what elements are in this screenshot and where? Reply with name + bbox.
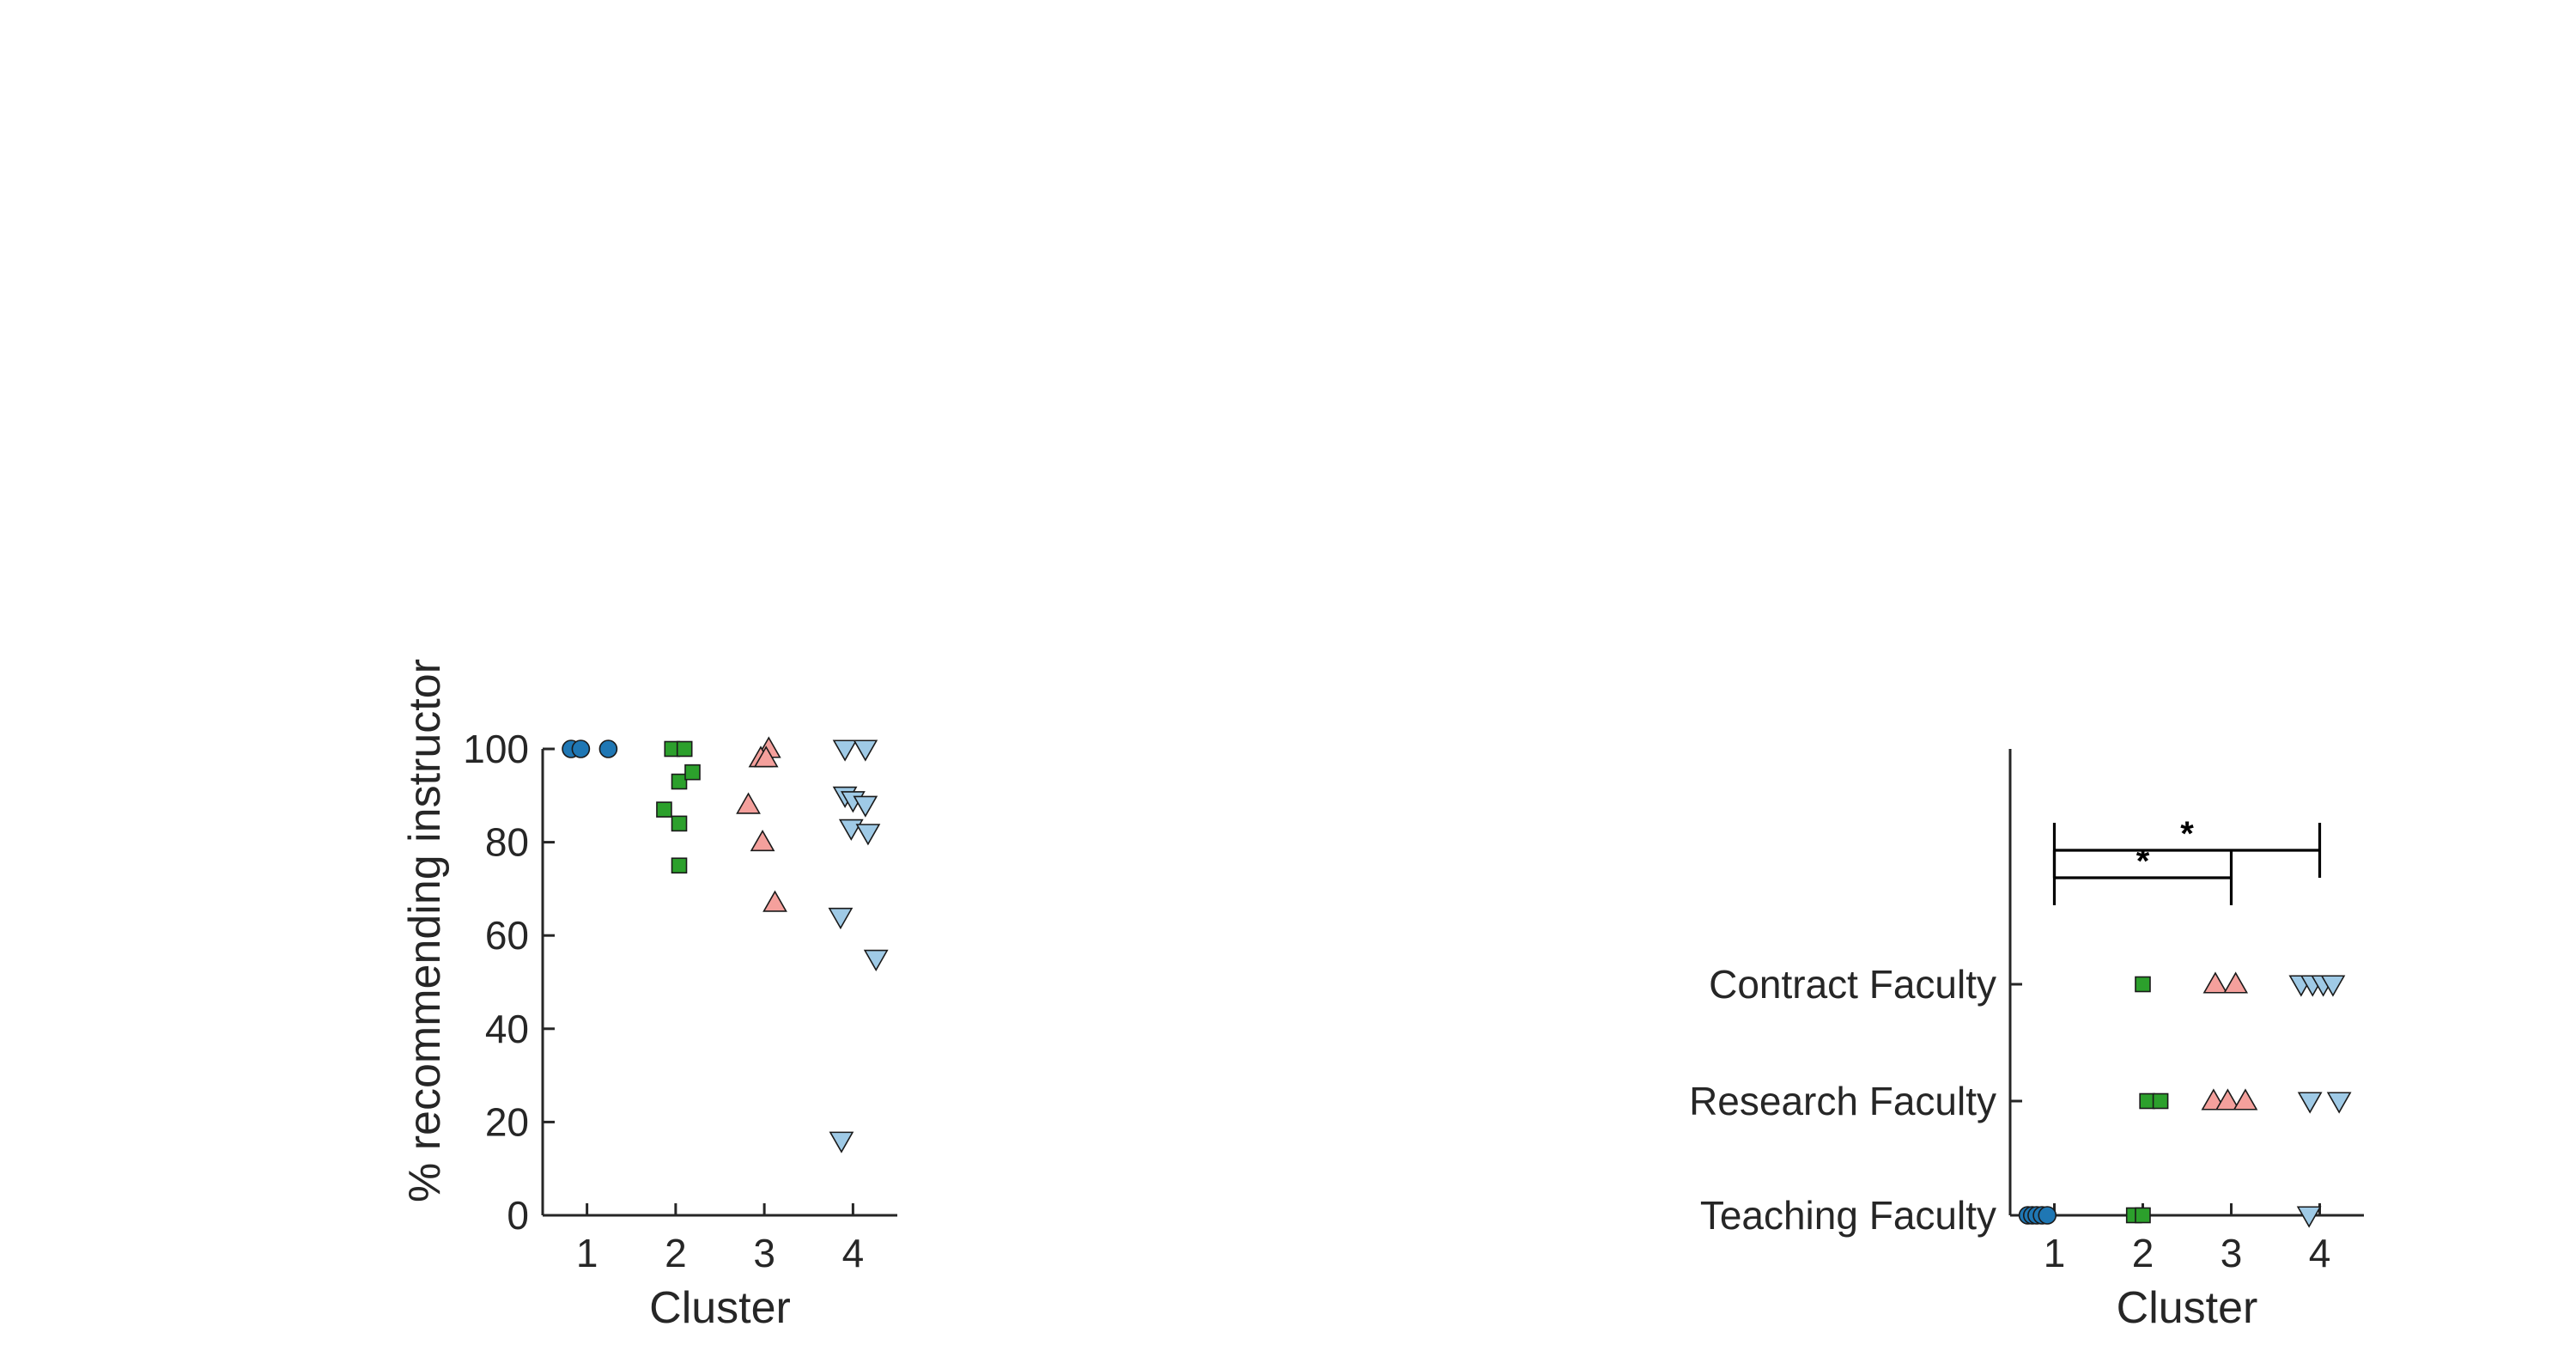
significance-star: * [2136, 843, 2150, 880]
left-y-tick-label: 20 [485, 1099, 529, 1144]
significance-bracket: * [2052, 815, 2322, 878]
left-point-cluster-2 [671, 815, 688, 832]
left-x-tick-label: 2 [665, 1231, 687, 1275]
left-y-tick-label: 80 [485, 820, 529, 865]
right-x-tick-label: 2 [2132, 1231, 2154, 1275]
left-y-tick-label: 100 [463, 727, 529, 771]
left-y-axis-title: % recommending instructor [400, 659, 450, 1202]
right-point-cluster-3 [2233, 1088, 2258, 1111]
right-point-cluster-3 [2223, 971, 2249, 994]
left-x-axis-title: Cluster [649, 1283, 791, 1333]
left-point-cluster-3 [762, 890, 787, 912]
left-point-cluster-2 [671, 857, 688, 874]
right-x-axis-title: Cluster [2117, 1283, 2258, 1333]
right-point-cluster-4 [2326, 1092, 2352, 1114]
left-point-cluster-1 [571, 739, 591, 758]
left-y-tick-label: 40 [485, 1007, 529, 1051]
significance-star: * [2180, 815, 2194, 853]
right-x-tick-label: 4 [2309, 1231, 2331, 1275]
left-point-cluster-1 [598, 739, 618, 758]
left-point-cluster-4 [853, 795, 878, 818]
left-point-cluster-4 [832, 739, 858, 762]
significance-brackets: ** [2052, 815, 2322, 905]
right-category-label: Contract Faculty [1709, 962, 1996, 1007]
left-point-cluster-2 [676, 740, 693, 758]
right-axes: 1 2 3 4 Teaching Faculty Research Faculty Cont… [1689, 749, 2364, 1275]
left-point-cluster-3 [736, 792, 761, 814]
right-x-tick-label: 3 [2221, 1231, 2243, 1275]
right-category-label: Research Faculty [1689, 1079, 1996, 1123]
left-x-tick-label: 4 [842, 1231, 865, 1275]
left-point-cluster-4 [829, 1131, 854, 1153]
left-point-cluster-3 [753, 745, 779, 768]
significance-bracket: * [2052, 843, 2233, 905]
left-point-cluster-2 [671, 773, 688, 790]
right-category-label: Teaching Faculty [1700, 1193, 1996, 1238]
chart-faculty-type-scatter: 1 2 3 4 Teaching Faculty Research Faculty Cont… [1689, 749, 2364, 1333]
left-x-tick-label: 3 [753, 1231, 775, 1275]
left-point-cluster-2 [684, 764, 701, 781]
left-point-cluster-4 [855, 824, 881, 846]
left-y-tick-label: 0 [507, 1193, 529, 1238]
right-point-cluster-3 [2202, 971, 2228, 994]
right-x-tick-label: 1 [2044, 1231, 2066, 1275]
right-point-cluster-3 [2215, 1088, 2240, 1111]
right-point-cluster-4 [2297, 1092, 2323, 1114]
left-y-tick-label: 60 [485, 913, 529, 958]
right-point-cluster-2 [2152, 1092, 2169, 1110]
left-point-cluster-3 [750, 829, 775, 852]
right-point-cluster-2 [2139, 1092, 2155, 1110]
right-point-cluster-1 [2038, 1206, 2057, 1225]
left-point-cluster-4 [828, 907, 854, 930]
left-point-cluster-2 [656, 801, 672, 818]
right-data-points [2018, 971, 2352, 1228]
left-x-tick-label: 1 [576, 1231, 598, 1275]
right-point-cluster-4 [2296, 1206, 2322, 1228]
right-point-cluster-2 [2135, 1207, 2151, 1224]
right-point-cluster-2 [2135, 976, 2151, 993]
left-data-points [562, 736, 889, 1153]
left-point-cluster-4 [853, 739, 878, 762]
left-point-cluster-4 [863, 949, 889, 971]
right-point-cluster-4 [2320, 975, 2346, 997]
